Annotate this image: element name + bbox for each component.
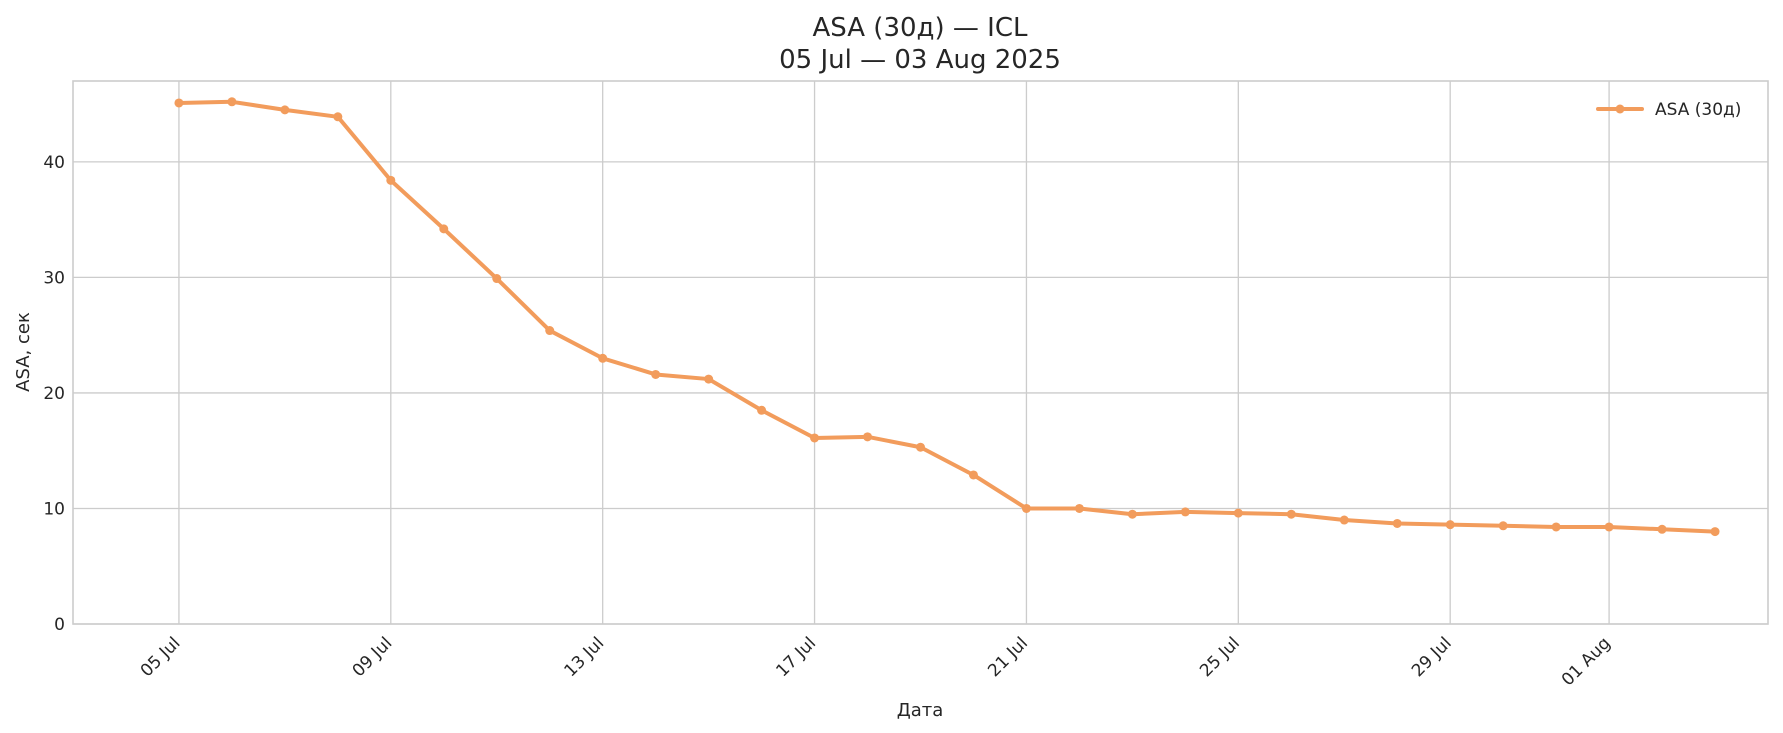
data-point (280, 105, 290, 115)
series (174, 97, 1720, 537)
y-tick-label: 20 (43, 384, 65, 404)
x-tick-label: 29 Jul (1408, 633, 1456, 681)
y-axis-ticks: 0 10 20 30 40 (43, 153, 65, 635)
data-point (492, 274, 502, 284)
legend-label: ASA (30д) (1655, 100, 1741, 120)
x-tick-label: 05 Jul (137, 633, 185, 681)
grid (73, 81, 1768, 625)
data-point (916, 442, 925, 452)
data-point (333, 112, 343, 122)
data-point (1074, 503, 1084, 513)
data-point (174, 98, 184, 108)
y-tick-label: 0 (54, 615, 65, 635)
y-tick-label: 30 (43, 268, 65, 288)
data-point (598, 353, 608, 363)
data-point (227, 97, 237, 107)
legend-point-marker (1615, 104, 1625, 114)
chart-title: ASA (30д) — ICL (812, 13, 1028, 43)
data-point (545, 326, 555, 336)
data-point (1339, 515, 1349, 525)
data-point (1180, 507, 1190, 517)
data-point (1286, 509, 1296, 519)
data-point (1498, 521, 1508, 531)
data-point (1657, 524, 1667, 534)
y-axis-label: ASA, сек (13, 312, 34, 392)
x-tick-label: 21 Jul (984, 633, 1032, 681)
x-axis-label: Дата (897, 700, 944, 721)
legend: ASA (30д) (1596, 100, 1741, 120)
data-point (1021, 503, 1031, 513)
data-point (810, 433, 820, 443)
data-point (651, 369, 661, 379)
data-point (968, 470, 978, 480)
x-axis-ticks: 05 Jul 09 Jul 13 Jul 17 Jul 21 Jul 25 Jul 29 J… (137, 633, 1615, 690)
data-point (1233, 508, 1243, 518)
plot-frame (72, 80, 1769, 625)
data-point (1445, 520, 1455, 530)
data-point (863, 432, 873, 442)
x-tick-label: 25 Jul (1196, 633, 1244, 681)
data-point (439, 224, 449, 234)
data-point (1127, 509, 1137, 519)
y-tick-label: 40 (43, 153, 65, 173)
chart-subtitle: 05 Jul — 03 Aug 2025 (779, 45, 1061, 75)
data-point (1392, 518, 1402, 528)
data-point (1551, 522, 1561, 532)
data-point (704, 374, 714, 384)
data-point (386, 175, 396, 185)
data-point (757, 405, 767, 415)
x-tick-label: 17 Jul (772, 633, 820, 681)
y-tick-label: 10 (43, 499, 65, 519)
x-tick-label: 01 Aug (1558, 633, 1615, 690)
data-point (1710, 527, 1720, 537)
data-point (1604, 522, 1614, 532)
x-tick-label: 13 Jul (560, 633, 608, 681)
x-tick-label: 09 Jul (349, 633, 397, 681)
series-line (176, 99, 1718, 534)
